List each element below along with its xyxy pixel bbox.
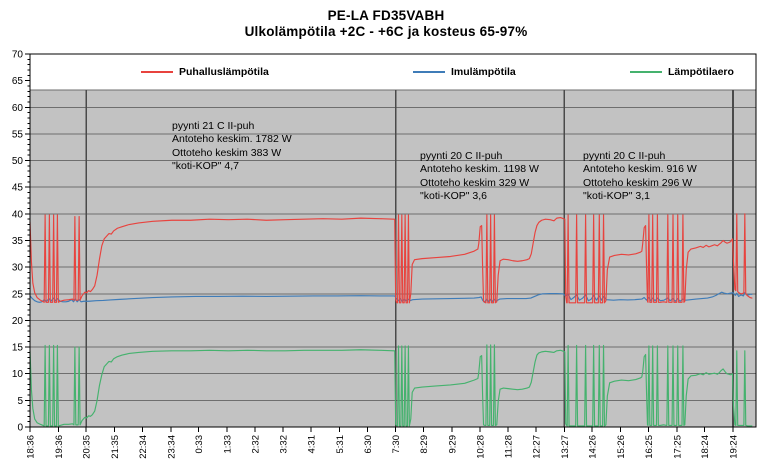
x-axis-label: 0:33 [194, 435, 205, 454]
y-axis-label: 50 [12, 156, 24, 167]
annotation-line: "koti-KOP" 3,6 [420, 189, 487, 202]
x-axis-label: 22:34 [138, 435, 149, 459]
chart-title-line2: Ulkolämpötila +2C - +6C ja kosteus 65-97… [244, 24, 528, 39]
y-axis-label: 70 [12, 50, 24, 61]
x-axis-label: 8:29 [419, 435, 430, 454]
annotation-line: Antoteho keskim. 1198 W [420, 163, 539, 176]
legend-label: Lämpötilaero [668, 65, 734, 78]
x-axis-label: 23:34 [166, 435, 177, 459]
legend-line-swatch-green [630, 70, 662, 73]
y-axis-label: 30 [12, 263, 24, 274]
y-axis-label: 55 [12, 129, 24, 140]
x-axis-label: 17:25 [672, 435, 683, 459]
annotation-line: Antoteho keskim. 1782 W [172, 133, 292, 146]
annotation-line: pyynti 20 C II-puh [420, 150, 503, 162]
x-axis-label: 7:30 [391, 435, 402, 454]
annotation-segment-3: pyynti 20 C II-puh Antoteho keskim. 916 … [583, 150, 697, 203]
legend-label: Imulämpötila [451, 65, 516, 78]
x-axis-label: 15:26 [616, 435, 627, 459]
chart-title: PE-LA FD35VABH Ulkolämpötila +2C - +6C j… [0, 8, 772, 40]
x-axis-label: 12:27 [531, 435, 542, 459]
x-axis-label: 18:24 [700, 435, 711, 459]
x-axis-label: 6:30 [363, 435, 374, 454]
annotation-segment-2: pyynti 20 C II-puh Antoteho keskim. 1198… [420, 150, 539, 203]
annotation-line: Ottoteho keskim 383 W [172, 146, 282, 159]
x-axis-label: 3:32 [279, 435, 290, 454]
x-axis-label: 20:35 [82, 435, 93, 459]
x-axis-label: 11:28 [504, 435, 515, 458]
y-axis-label: 60 [12, 103, 24, 114]
x-axis-label: 16:25 [644, 435, 655, 459]
series-line-imulampotila [29, 291, 753, 303]
x-axis-label: 18:36 [26, 435, 37, 459]
series-line-lampotilaero [29, 344, 753, 427]
x-axis-label: 5:31 [335, 435, 346, 454]
annotation-line: pyynti 21 C II-puh [172, 120, 255, 132]
x-axis-label: 10:28 [475, 435, 486, 459]
annotation-segment-1: pyynti 21 C II-puh Antoteho keskim. 1782… [172, 120, 292, 173]
annotation-line: "koti-KOP" 3,1 [583, 189, 650, 202]
y-axis-label: 15 [12, 343, 24, 354]
y-axis-label: 45 [12, 183, 24, 194]
x-axis-label: 19:36 [54, 435, 65, 459]
y-axis-label: 0 [17, 423, 23, 434]
plot-area-background [30, 90, 756, 427]
annotation-line: pyynti 20 C II-puh [583, 150, 666, 162]
x-axis-label: 1:33 [223, 435, 234, 454]
y-axis-label: 65 [12, 76, 24, 87]
x-axis-label: 2:32 [250, 435, 261, 454]
x-axis-label: 14:26 [588, 435, 599, 459]
series-line-puhalluslampotila [29, 213, 753, 304]
x-axis-label: 19:24 [729, 435, 740, 459]
x-axis-label: 13:27 [560, 435, 571, 459]
legend-label: Puhalluslämpötila [179, 65, 269, 78]
x-axis-label: 4:31 [307, 435, 318, 454]
y-axis-label: 25 [12, 289, 24, 300]
annotation-line: Ottoteho keskim 329 W [420, 176, 530, 189]
annotation-line: Ottoteho keskim 296 W [583, 176, 693, 189]
x-axis-label: 21:35 [110, 435, 121, 459]
legend-item-puhalluslampotila: Puhalluslämpötila [141, 64, 269, 79]
chart-title-line1: PE-LA FD35VABH [327, 8, 445, 23]
legend-line-swatch-red [141, 70, 173, 73]
y-axis-label: 35 [12, 236, 24, 247]
y-axis-label: 20 [12, 316, 24, 327]
annotation-line: Antoteho keskim. 916 W [583, 163, 697, 176]
legend-item-lampotilaero: Lämpötilaero [630, 64, 734, 79]
y-axis-label: 40 [12, 209, 24, 220]
y-axis-label: 5 [17, 396, 23, 407]
annotation-line: "koti-KOP" 4,7 [172, 159, 239, 172]
legend-item-imulampotila: Imulämpötila [413, 64, 516, 79]
y-axis-label: 10 [12, 369, 24, 380]
x-axis-label: 9:29 [447, 435, 458, 454]
legend-line-swatch-blue [413, 70, 445, 73]
